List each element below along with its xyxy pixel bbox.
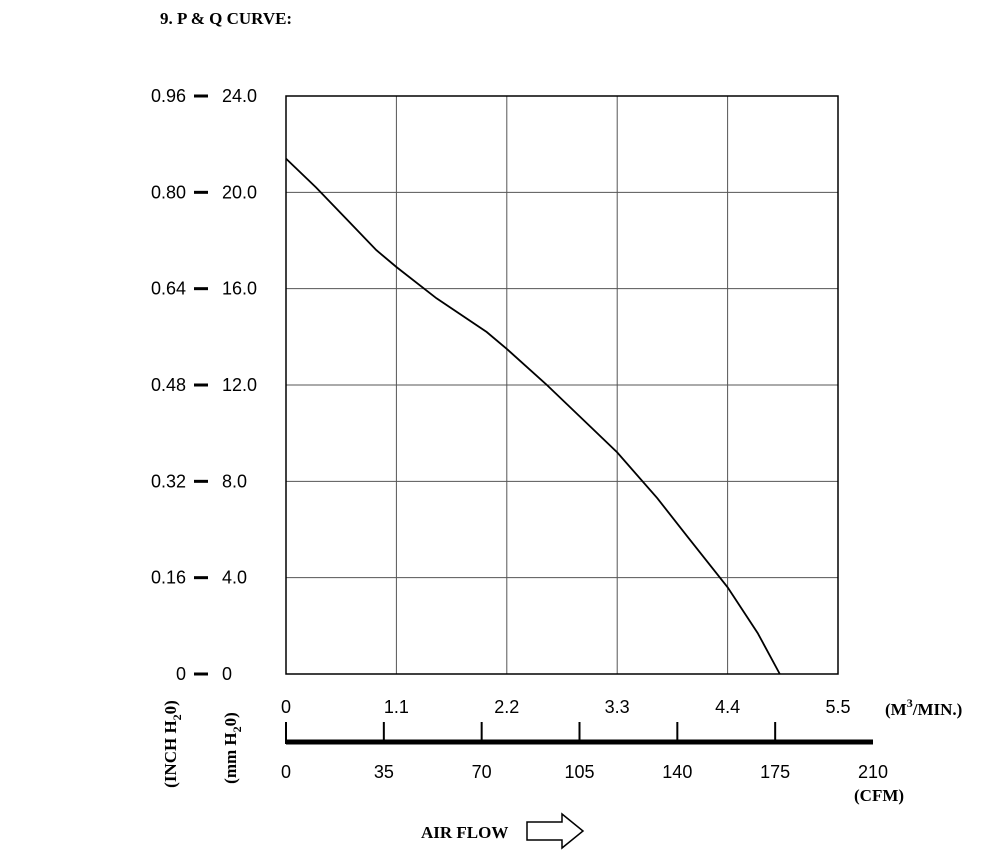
x-secondary-tick-label: 210	[858, 762, 888, 782]
y-secondary-tick-label: 0.32	[151, 471, 186, 491]
x-secondary-ticks: 0 35 70 105 140 175 210	[281, 722, 888, 782]
y-secondary-tick-label: 0	[176, 664, 186, 684]
y-primary-label-post: 0)	[221, 712, 240, 726]
air-flow-arrow-icon	[526, 812, 585, 850]
y-primary-label-sub: 2	[230, 726, 244, 732]
x-secondary-tick-label: 35	[374, 762, 394, 782]
y-primary-tick-label: 16.0	[222, 279, 257, 299]
y-secondary-tick-label: 0.64	[151, 279, 186, 299]
x-primary-unit-suffix: /MIN.)	[912, 700, 963, 719]
x-primary-tick-label: 4.4	[715, 697, 740, 717]
x-primary-tick-label: 0	[281, 697, 291, 717]
y-primary-tick-label: 0	[222, 664, 232, 684]
x-primary-tick-label: 5.5	[825, 697, 850, 717]
y-primary-tick-labels: 0 4.0 8.0 12.0 16.0 20.0 24.0	[222, 86, 257, 684]
y-secondary-label-pre: (INCH H	[161, 720, 180, 788]
x-primary-tick-label: 2.2	[494, 697, 519, 717]
y-primary-tick-label: 4.0	[222, 568, 247, 588]
air-flow-label: AIR FLOW	[421, 823, 508, 842]
y-primary-tick-label: 24.0	[222, 86, 257, 106]
x-secondary-tick-label: 0	[281, 762, 291, 782]
x-secondary-tick-label: 105	[564, 762, 594, 782]
y-primary-label-pre: (mm H	[221, 732, 240, 783]
x-secondary-unit-label: (CFM)	[854, 786, 904, 805]
y-secondary-tick-label: 0.80	[151, 182, 186, 202]
x-secondary-tick-label: 175	[760, 762, 790, 782]
x-primary-unit-sup: 3	[907, 696, 913, 710]
plot-frame	[285, 95, 839, 675]
x-secondary-tick-label: 140	[662, 762, 692, 782]
y-secondary-label: (INCH H20)	[161, 700, 184, 788]
y-primary-tick-label: 8.0	[222, 471, 247, 491]
y-secondary-tick-label: 0.48	[151, 375, 186, 395]
x-primary-unit-label: (M3/MIN.)	[885, 696, 962, 719]
grid	[286, 96, 838, 674]
y-secondary-label-post: 0)	[161, 700, 180, 714]
y-secondary-tick-label: 0.16	[151, 568, 186, 588]
pq-curve-line	[285, 157, 781, 675]
x-primary-tick-label: 1.1	[384, 697, 409, 717]
y-primary-tick-label: 20.0	[222, 182, 257, 202]
y-secondary-label-sub: 2	[170, 714, 184, 720]
x-primary-tick-labels: 0 1.1 2.2 3.3 4.4 5.5	[281, 697, 851, 717]
x-primary-tick-label: 3.3	[605, 697, 630, 717]
x-secondary-tick-label: 70	[472, 762, 492, 782]
chart-title: 9. P & Q CURVE:	[160, 9, 292, 28]
y-primary-tick-label: 12.0	[222, 375, 257, 395]
y-primary-label: (mm H20)	[221, 712, 244, 784]
y-secondary-tick-labels: 0 0.16 0.32 0.48 0.64 0.80 0.96	[151, 86, 208, 684]
x-primary-unit-prefix: (M	[885, 700, 907, 719]
y-secondary-tick-label: 0.96	[151, 86, 186, 106]
